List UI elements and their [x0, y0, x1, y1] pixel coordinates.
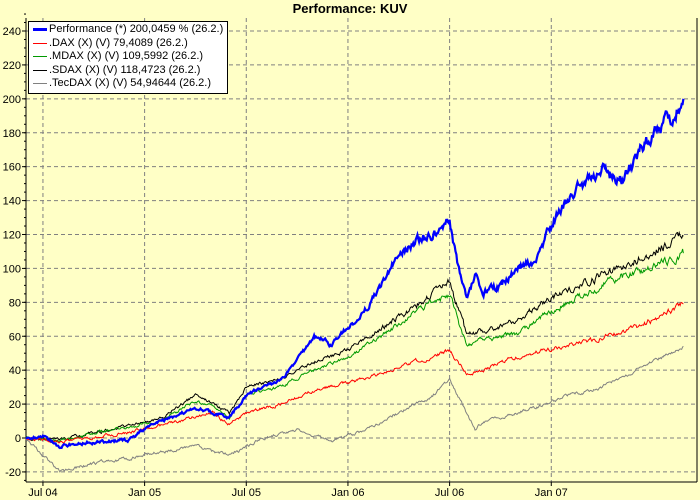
legend-label: .DAX (X) (V) 79,4089 (26.2.) — [49, 36, 188, 49]
legend-item: .DAX (X) (V) 79,4089 (26.2.) — [33, 37, 223, 51]
series-line — [25, 98, 685, 450]
legend-item: .MDAX (X) (V) 109,5992 (26.2.) — [33, 50, 223, 64]
series-line — [25, 301, 684, 444]
y-tick-label: 160 — [3, 162, 21, 174]
series-line — [25, 346, 684, 473]
legend-swatch — [33, 69, 47, 71]
legend-swatch — [33, 56, 47, 58]
y-tick-label: 80 — [9, 297, 21, 309]
x-tick-label: Jan 07 — [535, 487, 568, 499]
y-tick-label: 120 — [3, 230, 21, 242]
y-tick-label: -20 — [5, 467, 21, 479]
legend-swatch — [33, 83, 47, 85]
legend-swatch — [33, 28, 47, 32]
y-tick-label: 180 — [3, 128, 21, 140]
legend-item: .TecDAX (X) (V) 54,94644 (26.2.) — [33, 77, 223, 91]
y-tick-label: 40 — [9, 365, 21, 377]
y-tick-label: 240 — [3, 26, 21, 38]
y-tick-label: 60 — [9, 331, 21, 343]
y-tick-label: 140 — [3, 196, 21, 208]
legend-label: .SDAX (X) (V) 118,4723 (26.2.) — [49, 63, 201, 76]
y-tick-label: 200 — [3, 94, 21, 106]
legend: Performance (*) 200,0459 % (26.2.) .DAX (… — [28, 21, 229, 94]
legend-item: Performance (*) 200,0459 % (26.2.) — [33, 23, 223, 37]
legend-label: .TecDAX (X) (V) 54,94644 (26.2.) — [49, 77, 212, 89]
y-tick-label: 0 — [15, 433, 21, 445]
x-tick-label: Jul 04 — [28, 487, 57, 499]
x-tick-label: Jul 05 — [232, 487, 261, 499]
y-tick-label: 20 — [9, 399, 21, 411]
legend-label: .MDAX (X) (V) 109,5992 (26.2.) — [49, 50, 204, 62]
series-line — [25, 248, 684, 443]
y-tick-label: 100 — [3, 263, 21, 275]
series-line — [25, 230, 684, 442]
x-tick-label: Jan 06 — [331, 487, 364, 499]
chart-title: Performance: KUV — [292, 1, 408, 16]
legend-label: Performance (*) 200,0459 % (26.2.) — [49, 23, 224, 35]
x-tick-label: Jul 06 — [435, 487, 464, 499]
legend-swatch — [33, 42, 47, 44]
y-tick-label: 220 — [3, 60, 21, 72]
x-tick-label: Jan 05 — [128, 487, 161, 499]
legend-item: .SDAX (X) (V) 118,4723 (26.2.) — [33, 64, 223, 78]
